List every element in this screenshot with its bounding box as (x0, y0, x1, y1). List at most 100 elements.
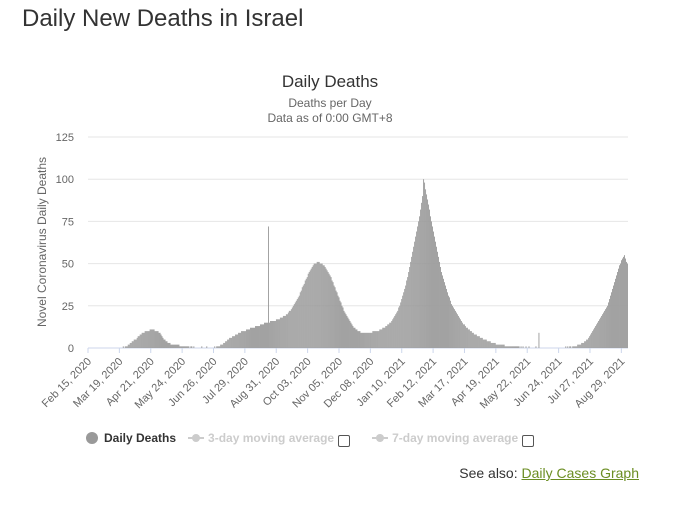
bar[interactable] (237, 334, 239, 349)
bar[interactable] (266, 322, 267, 348)
bar[interactable] (124, 346, 126, 348)
bar[interactable] (514, 346, 516, 348)
bar[interactable] (627, 263, 628, 348)
bar[interactable] (386, 326, 388, 348)
bar[interactable] (130, 342, 132, 348)
bar[interactable] (437, 251, 438, 348)
bar[interactable] (380, 329, 382, 348)
bar[interactable] (244, 331, 246, 348)
bar[interactable] (165, 341, 167, 348)
bar[interactable] (406, 280, 408, 348)
bar[interactable] (429, 209, 430, 348)
bar[interactable] (127, 344, 129, 348)
bar[interactable] (626, 261, 627, 348)
bar[interactable] (228, 339, 230, 348)
bar[interactable] (290, 309, 292, 348)
bar[interactable] (599, 319, 601, 348)
checkbox-3-day-average[interactable] (338, 435, 351, 447)
bar[interactable] (131, 341, 133, 348)
bar[interactable] (143, 332, 145, 348)
bar[interactable] (390, 322, 392, 348)
bar[interactable] (408, 272, 410, 348)
bar[interactable] (464, 326, 466, 348)
bar[interactable] (144, 331, 146, 348)
bar[interactable] (375, 331, 377, 348)
bar[interactable] (221, 344, 223, 348)
bar[interactable] (497, 344, 499, 348)
bar[interactable] (280, 317, 282, 348)
bar[interactable] (188, 346, 190, 348)
bar[interactable] (395, 314, 397, 348)
bar[interactable] (615, 278, 616, 348)
bar[interactable] (239, 332, 241, 348)
bar[interactable] (399, 305, 401, 348)
bar[interactable] (501, 344, 503, 348)
bar[interactable] (625, 258, 626, 348)
bar[interactable] (158, 332, 160, 348)
bar[interactable] (517, 346, 519, 348)
bar[interactable] (621, 260, 622, 348)
bar[interactable] (387, 324, 389, 348)
bar[interactable] (161, 336, 163, 348)
bar[interactable] (288, 310, 290, 348)
bar[interactable] (157, 331, 159, 348)
bar[interactable] (145, 331, 147, 348)
bar[interactable] (229, 337, 231, 348)
bar[interactable] (613, 285, 614, 348)
bar[interactable] (147, 331, 149, 348)
bar[interactable] (457, 315, 459, 348)
bar[interactable] (285, 314, 287, 348)
bar[interactable] (172, 344, 174, 348)
bar[interactable] (465, 327, 467, 348)
bar[interactable] (174, 344, 176, 348)
bar[interactable] (623, 256, 624, 348)
bar[interactable] (171, 344, 173, 348)
bar[interactable] (313, 263, 315, 348)
bar[interactable] (448, 297, 450, 348)
bar[interactable] (522, 346, 524, 348)
bar[interactable] (233, 336, 235, 348)
bar[interactable] (256, 326, 257, 348)
bar[interactable] (359, 331, 361, 348)
bar[interactable] (490, 342, 492, 348)
bar[interactable] (366, 332, 368, 348)
bar[interactable] (258, 326, 259, 348)
bar[interactable] (506, 346, 508, 348)
bar[interactable] (291, 307, 293, 348)
bar[interactable] (337, 295, 339, 348)
bar[interactable] (319, 263, 321, 348)
legend-item-7-day-average[interactable]: 7-day moving average (372, 429, 544, 447)
bar[interactable] (286, 314, 288, 348)
bar[interactable] (180, 346, 182, 348)
bar[interactable] (338, 297, 340, 348)
bar[interactable] (187, 346, 189, 348)
bar[interactable] (469, 331, 471, 348)
bar[interactable] (508, 346, 510, 348)
bar[interactable] (585, 341, 587, 348)
bar[interactable] (248, 329, 250, 348)
bar[interactable] (234, 336, 236, 348)
bar[interactable] (482, 339, 484, 348)
bar[interactable] (259, 326, 260, 348)
bar[interactable] (126, 346, 128, 348)
bar[interactable] (565, 346, 567, 348)
bar[interactable] (483, 339, 485, 348)
bar[interactable] (352, 326, 354, 348)
bar[interactable] (160, 334, 162, 349)
bar[interactable] (301, 287, 303, 348)
bar[interactable] (452, 307, 454, 348)
bar[interactable] (193, 346, 195, 348)
bar[interactable] (240, 332, 242, 348)
bar[interactable] (600, 317, 602, 348)
bar[interactable] (592, 331, 594, 348)
bar[interactable] (608, 302, 610, 348)
bar[interactable] (191, 346, 193, 348)
bar[interactable] (325, 268, 327, 348)
bar[interactable] (401, 299, 403, 348)
bar[interactable] (474, 334, 476, 349)
bar[interactable] (168, 342, 170, 348)
bar[interactable] (122, 346, 124, 348)
bar[interactable] (612, 288, 613, 348)
bar[interactable] (277, 319, 279, 348)
bar[interactable] (391, 320, 393, 348)
